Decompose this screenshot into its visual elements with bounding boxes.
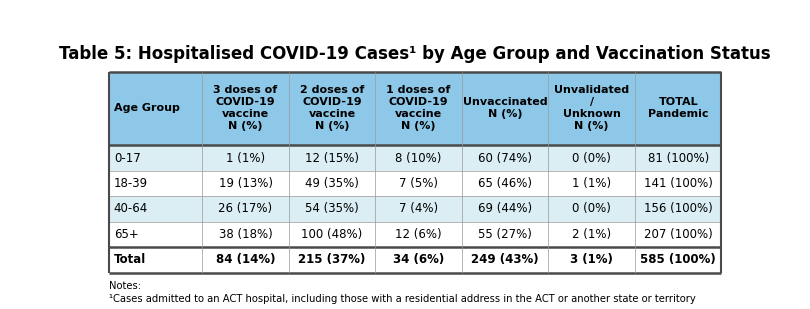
Text: 40-64: 40-64 [113, 202, 148, 215]
Text: 100 (48%): 100 (48%) [301, 228, 363, 241]
Text: Unvaccinated
N (%): Unvaccinated N (%) [463, 97, 548, 120]
Text: 156 (100%): 156 (100%) [644, 202, 713, 215]
FancyBboxPatch shape [109, 196, 722, 222]
Text: 55 (27%): 55 (27%) [478, 228, 532, 241]
FancyBboxPatch shape [109, 247, 722, 273]
Text: 7 (5%): 7 (5%) [399, 177, 438, 190]
Text: 585 (100%): 585 (100%) [641, 253, 716, 266]
Text: Notes:: Notes: [109, 281, 141, 291]
Text: 38 (18%): 38 (18%) [219, 228, 272, 241]
Text: Unvalidated
/
Unknown
N (%): Unvalidated / Unknown N (%) [554, 86, 629, 131]
Text: 84 (14%): 84 (14%) [215, 253, 275, 266]
Text: 1 (1%): 1 (1%) [572, 177, 612, 190]
FancyBboxPatch shape [109, 72, 722, 145]
Text: 12 (6%): 12 (6%) [395, 228, 442, 241]
Text: 215 (37%): 215 (37%) [298, 253, 366, 266]
Text: 49 (35%): 49 (35%) [305, 177, 359, 190]
Text: 19 (13%): 19 (13%) [219, 177, 272, 190]
Text: 0 (0%): 0 (0%) [572, 152, 611, 165]
Text: 54 (35%): 54 (35%) [305, 202, 359, 215]
Text: 3 doses of
COVID-19
vaccine
N (%): 3 doses of COVID-19 vaccine N (%) [213, 86, 278, 131]
Text: Age Group: Age Group [113, 104, 180, 113]
Text: 12 (15%): 12 (15%) [305, 152, 359, 165]
Text: 65 (46%): 65 (46%) [478, 177, 532, 190]
Text: 18-39: 18-39 [113, 177, 148, 190]
Text: 141 (100%): 141 (100%) [644, 177, 713, 190]
Text: 8 (10%): 8 (10%) [395, 152, 441, 165]
Text: 1 (1%): 1 (1%) [226, 152, 265, 165]
Text: 69 (44%): 69 (44%) [478, 202, 532, 215]
Text: 81 (100%): 81 (100%) [647, 152, 709, 165]
Text: TOTAL
Pandemic: TOTAL Pandemic [648, 97, 709, 120]
Text: 0 (0%): 0 (0%) [572, 202, 611, 215]
Text: 207 (100%): 207 (100%) [644, 228, 713, 241]
Text: 7 (4%): 7 (4%) [399, 202, 438, 215]
Text: 249 (43%): 249 (43%) [471, 253, 539, 266]
Text: 34 (6%): 34 (6%) [393, 253, 444, 266]
FancyBboxPatch shape [109, 222, 722, 247]
Text: 3 (1%): 3 (1%) [570, 253, 613, 266]
Text: 1 doses of
COVID-19
vaccine
N (%): 1 doses of COVID-19 vaccine N (%) [386, 86, 451, 131]
Text: 26 (17%): 26 (17%) [219, 202, 273, 215]
FancyBboxPatch shape [109, 171, 722, 196]
Text: ¹Cases admitted to an ACT hospital, including those with a residential address i: ¹Cases admitted to an ACT hospital, incl… [109, 294, 696, 304]
Text: 0-17: 0-17 [113, 152, 141, 165]
FancyBboxPatch shape [109, 145, 722, 171]
Text: 65+: 65+ [113, 228, 139, 241]
Text: 2 doses of
COVID-19
vaccine
N (%): 2 doses of COVID-19 vaccine N (%) [300, 86, 364, 131]
Text: 2 (1%): 2 (1%) [572, 228, 612, 241]
Text: Table 5: Hospitalised COVID-19 Cases¹ by Age Group and Vaccination Status: Table 5: Hospitalised COVID-19 Cases¹ by… [59, 45, 771, 63]
Text: Total: Total [113, 253, 146, 266]
Text: 60 (74%): 60 (74%) [478, 152, 532, 165]
